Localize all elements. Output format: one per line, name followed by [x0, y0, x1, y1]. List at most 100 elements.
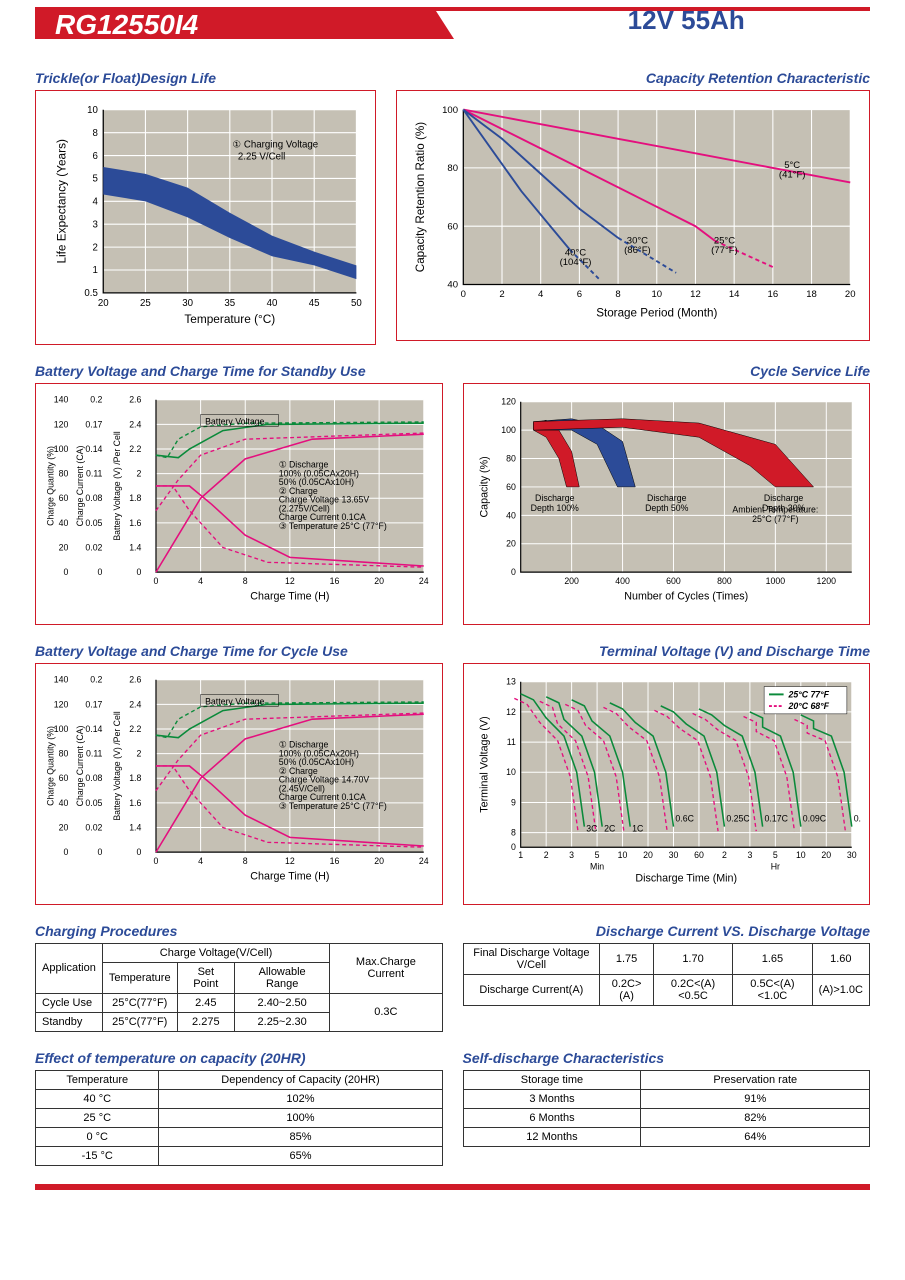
svg-text:1.6: 1.6 [129, 518, 141, 528]
svg-text:0: 0 [98, 847, 103, 857]
svg-text:120: 120 [501, 397, 516, 407]
svg-text:0.05: 0.05 [85, 798, 102, 808]
svg-text:0.14: 0.14 [85, 724, 102, 734]
svg-text:30: 30 [846, 850, 856, 860]
svg-text:120: 120 [54, 419, 69, 429]
svg-text:2: 2 [92, 242, 97, 253]
svg-text:5: 5 [772, 850, 777, 860]
svg-text:Charge Current (CA): Charge Current (CA) [75, 445, 85, 526]
svg-text:12: 12 [285, 856, 295, 866]
svg-text:20: 20 [59, 822, 69, 832]
svg-text:0.08: 0.08 [85, 773, 102, 783]
svg-text:24: 24 [419, 856, 429, 866]
svg-text:(77°F): (77°F) [711, 245, 738, 256]
chart5-title: Battery Voltage and Charge Time for Cycl… [35, 643, 443, 659]
svg-text:6: 6 [92, 151, 97, 162]
chart3-title: Battery Voltage and Charge Time for Stan… [35, 363, 443, 379]
svg-text:0: 0 [461, 289, 466, 300]
svg-text:1: 1 [92, 265, 97, 276]
svg-text:Min: Min [590, 862, 604, 872]
chart1-title: Trickle(or Float)Design Life [35, 70, 376, 86]
svg-text:20: 20 [374, 576, 384, 586]
svg-text:800: 800 [717, 576, 732, 586]
spec: 12V 55Ah [628, 5, 745, 36]
svg-text:2: 2 [500, 289, 505, 300]
chart4-title: Cycle Service Life [463, 363, 871, 379]
svg-text:0.11: 0.11 [86, 469, 103, 479]
chart4: 02040608010012020040060080010001200Disch… [463, 383, 871, 625]
svg-text:③ Temperature 25°C (77°F): ③ Temperature 25°C (77°F) [279, 521, 387, 531]
svg-text:Capacity Retention Ratio (%): Capacity Retention Ratio (%) [414, 122, 427, 272]
svg-text:40: 40 [448, 280, 459, 291]
svg-text:Depth 100%: Depth 100% [530, 503, 578, 513]
svg-text:0.14: 0.14 [85, 444, 102, 454]
svg-text:120: 120 [54, 699, 69, 709]
svg-text:(104°F): (104°F) [560, 257, 592, 268]
chart1: 0.512345681020253035404550① Charging Vol… [35, 90, 376, 345]
svg-text:0.2: 0.2 [90, 675, 102, 685]
svg-text:0: 0 [63, 567, 68, 577]
svg-text:0.08: 0.08 [85, 493, 102, 503]
svg-text:0: 0 [154, 856, 159, 866]
svg-text:140: 140 [54, 675, 69, 685]
svg-text:2.2: 2.2 [129, 444, 141, 454]
svg-text:10: 10 [795, 850, 805, 860]
svg-text:25°C 77°F: 25°C 77°F [787, 689, 829, 699]
svg-text:140: 140 [54, 395, 69, 405]
svg-text:8: 8 [243, 576, 248, 586]
svg-text:0.17C: 0.17C [764, 814, 787, 824]
svg-text:13: 13 [506, 677, 516, 687]
svg-text:0.02: 0.02 [85, 542, 102, 552]
svg-text:20: 20 [374, 856, 384, 866]
chart6-title: Terminal Voltage (V) and Discharge Time [463, 643, 871, 659]
svg-text:0: 0 [154, 576, 159, 586]
svg-text:60: 60 [694, 850, 704, 860]
svg-text:Battery Voltage (V) /Per Cell: Battery Voltage (V) /Per Cell [112, 431, 122, 540]
svg-text:60: 60 [59, 773, 69, 783]
svg-text:Terminal Voltage (V): Terminal Voltage (V) [478, 716, 490, 812]
svg-text:1.6: 1.6 [129, 798, 141, 808]
svg-text:1000: 1000 [765, 576, 785, 586]
svg-text:40: 40 [59, 798, 69, 808]
svg-text:12: 12 [690, 289, 701, 300]
svg-text:10: 10 [87, 105, 98, 116]
svg-text:Battery Voltage: Battery Voltage [205, 696, 264, 706]
svg-text:100: 100 [442, 105, 458, 116]
svg-text:2: 2 [721, 850, 726, 860]
svg-text:4: 4 [538, 289, 544, 300]
svg-text:80: 80 [59, 469, 69, 479]
svg-text:(41°F): (41°F) [779, 169, 806, 180]
svg-text:20: 20 [506, 539, 516, 549]
svg-text:Battery Voltage (V) /Per Cell: Battery Voltage (V) /Per Cell [112, 711, 122, 820]
svg-text:0.05C: 0.05C [853, 814, 861, 824]
svg-text:40: 40 [506, 510, 516, 520]
svg-text:80: 80 [59, 748, 69, 758]
svg-text:Discharge: Discharge [647, 493, 687, 503]
svg-text:0.02: 0.02 [85, 822, 102, 832]
svg-text:20°C 68°F: 20°C 68°F [787, 701, 829, 711]
svg-text:(86°F): (86°F) [624, 245, 651, 256]
svg-text:Life Expectancy (Years): Life Expectancy (Years) [55, 139, 69, 264]
svg-text:20: 20 [643, 850, 653, 860]
svg-text:4: 4 [198, 576, 203, 586]
svg-text:2: 2 [137, 469, 142, 479]
svg-text:0.5: 0.5 [84, 288, 97, 299]
temperature-capacity-table: TemperatureDependency of Capacity (20HR)… [35, 1070, 443, 1166]
svg-text:3C: 3C [586, 823, 597, 833]
svg-text:0: 0 [510, 842, 515, 852]
svg-text:80: 80 [448, 163, 459, 174]
svg-text:11: 11 [506, 737, 515, 747]
svg-text:① Charging Voltage: ① Charging Voltage [233, 139, 319, 150]
svg-text:25°C (77°F): 25°C (77°F) [752, 514, 798, 524]
svg-text:6: 6 [577, 289, 582, 300]
svg-text:60: 60 [59, 493, 69, 503]
discharge-voltage-table: Final Discharge Voltage V/Cell1.751.701.… [463, 943, 871, 1006]
svg-text:Depth 50%: Depth 50% [645, 503, 689, 513]
svg-text:Temperature (°C): Temperature (°C) [184, 312, 275, 326]
svg-text:2.4: 2.4 [129, 419, 141, 429]
svg-text:20: 20 [59, 542, 69, 552]
svg-text:Storage Period (Month): Storage Period (Month) [596, 306, 717, 319]
chart3: 000200.021.4400.051.6600.081.8800.112100… [35, 383, 443, 625]
svg-text:5: 5 [92, 174, 97, 185]
svg-text:Battery Voltage: Battery Voltage [205, 416, 264, 426]
